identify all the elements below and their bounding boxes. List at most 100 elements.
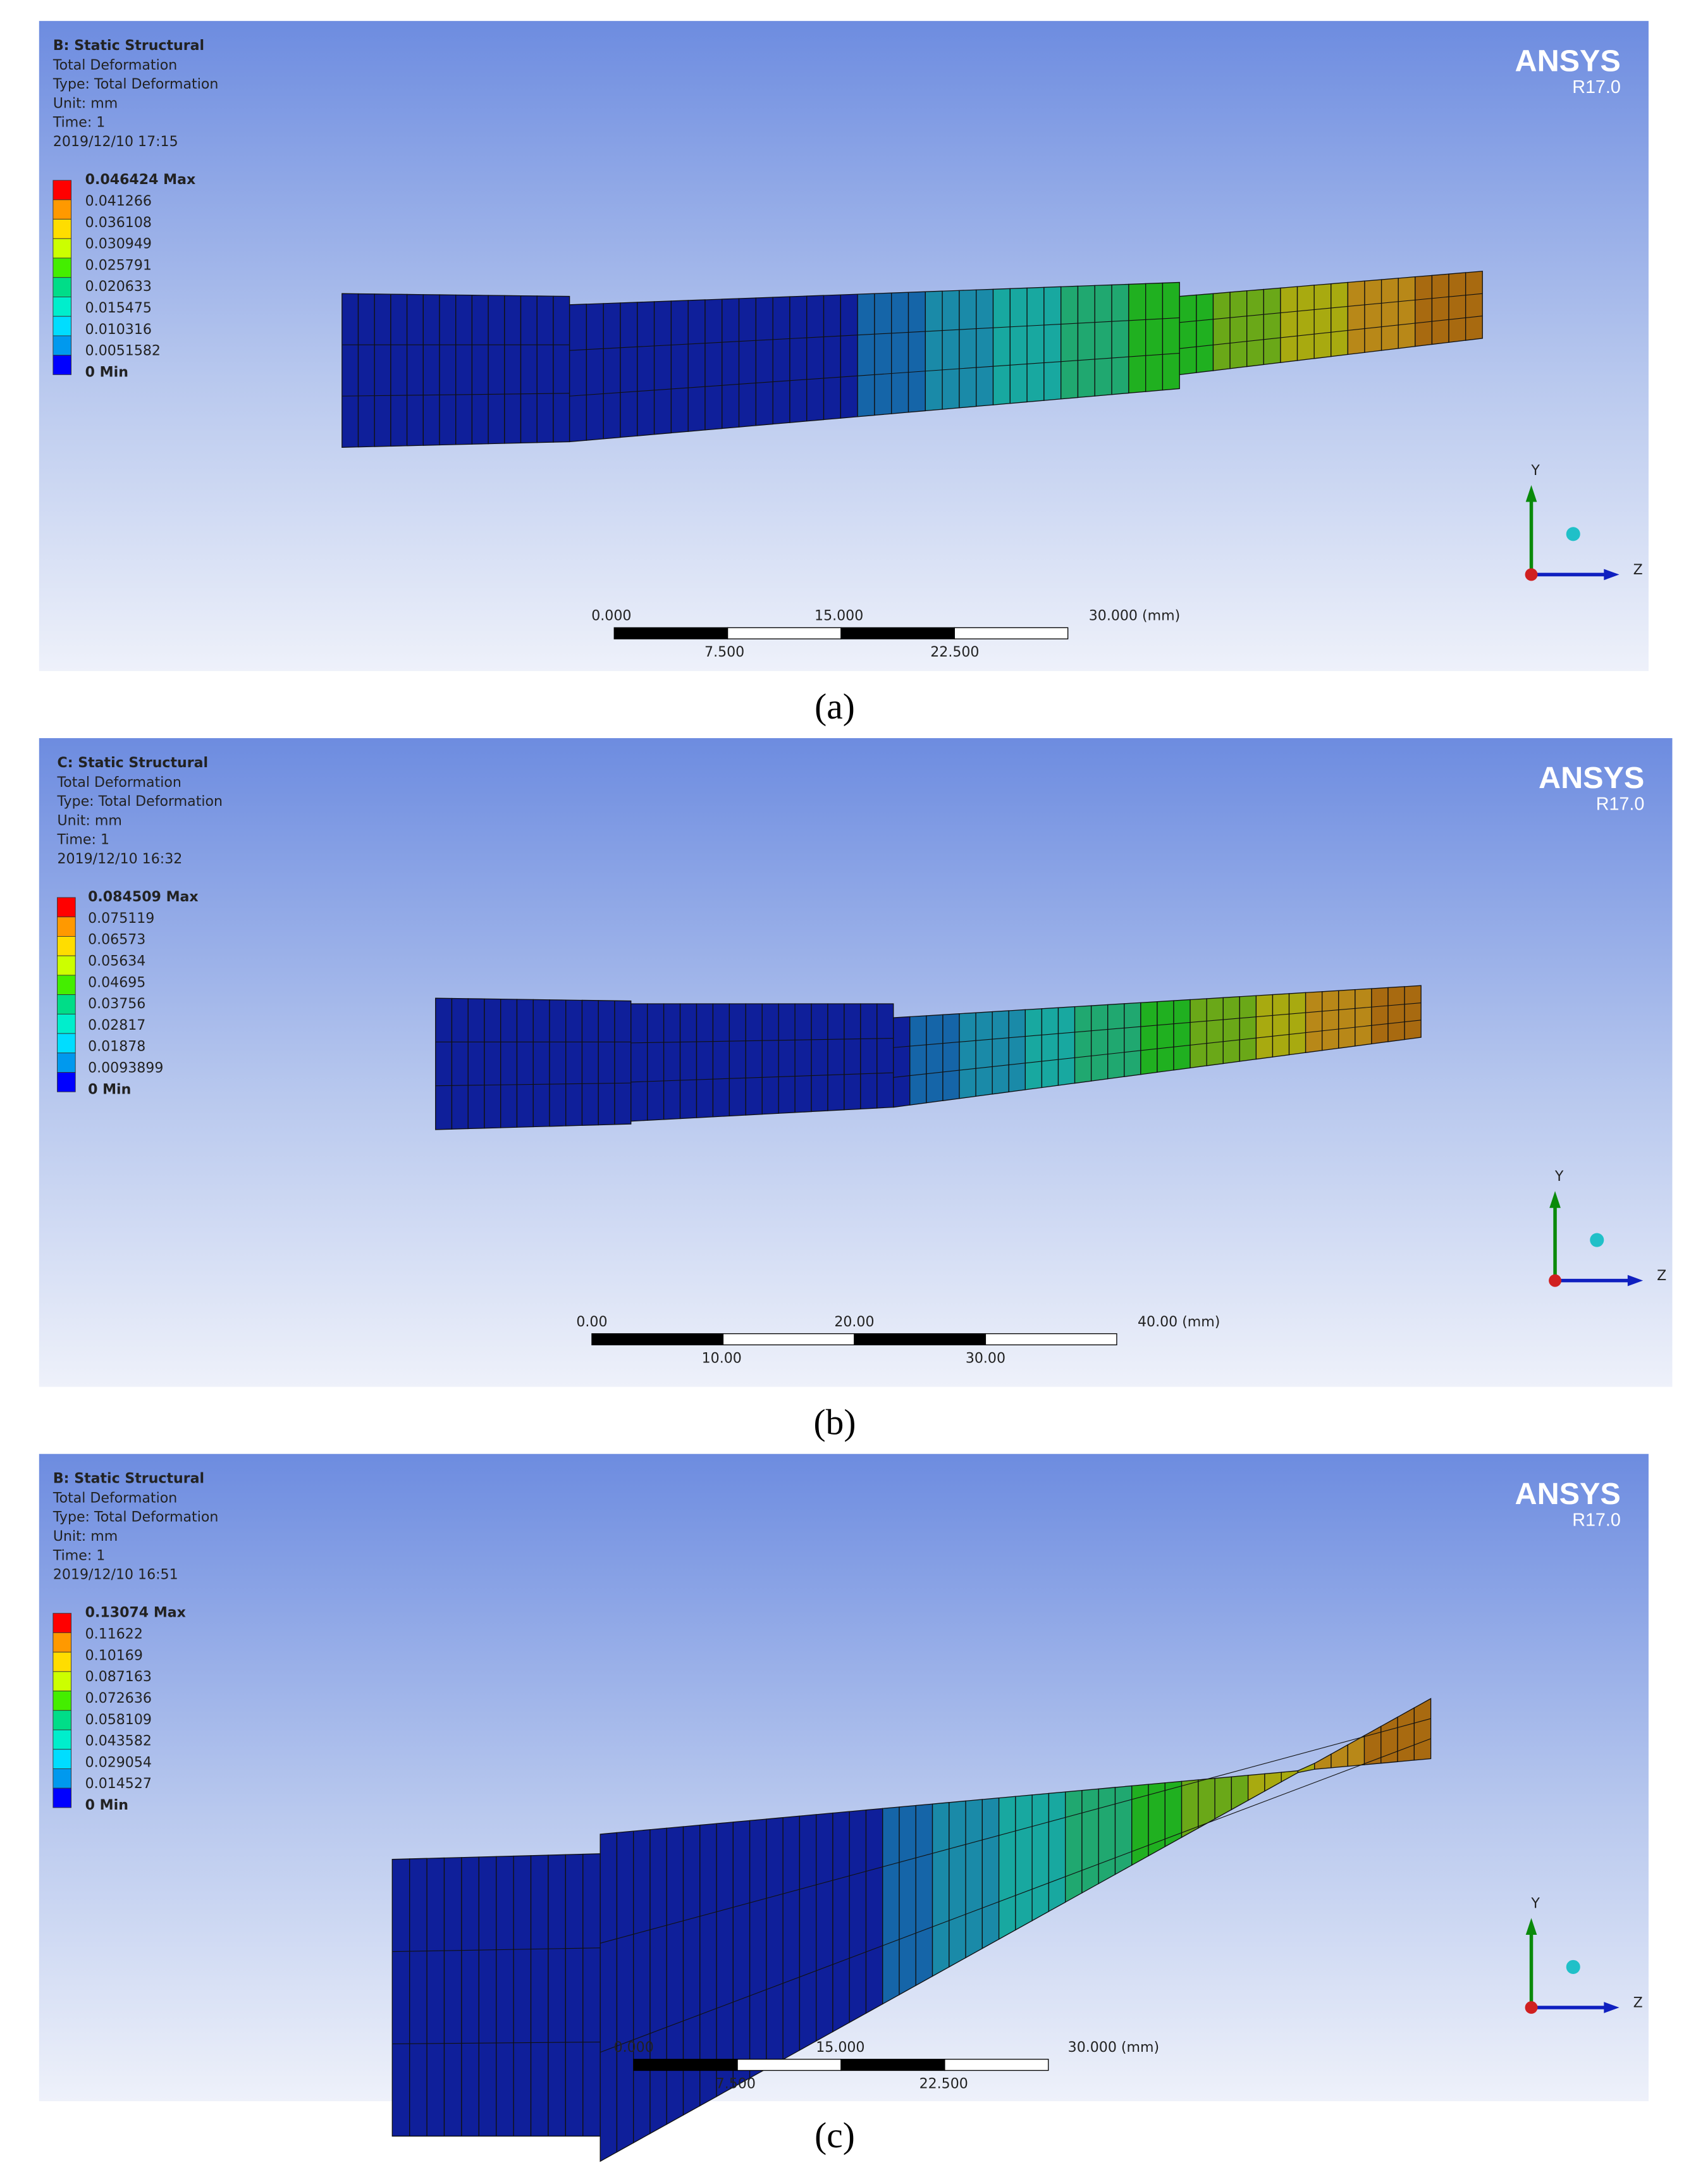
beam-element (799, 1814, 817, 2051)
beam-element (738, 297, 757, 428)
result-info: Unit: mm (53, 1529, 118, 1545)
beam-element (390, 293, 408, 447)
beam-element (548, 1854, 567, 2137)
legend-label: 0.010316 (85, 322, 152, 338)
beam-element (496, 1855, 514, 2137)
beam-element (1157, 1000, 1174, 1073)
beam-element (840, 293, 858, 419)
beam-element (1107, 1003, 1125, 1080)
beam-element (926, 1014, 944, 1104)
beam-element (1031, 1792, 1050, 1922)
ansys-logo: ANSYS (1515, 44, 1621, 78)
beam-element (1404, 985, 1422, 1040)
beam-element (874, 292, 892, 416)
legend-swatch (52, 335, 72, 356)
legend-swatch (52, 238, 72, 259)
beam-element (1181, 1779, 1199, 1839)
legend-swatch (52, 1710, 72, 1731)
beam-element (1043, 286, 1062, 401)
beam-element (616, 1830, 634, 2153)
beam-element (789, 295, 808, 423)
y-axis-head (1525, 484, 1537, 502)
beam-element (1008, 1009, 1026, 1093)
beam-element (1380, 278, 1399, 351)
beam-element (1465, 271, 1483, 341)
beam-element (1190, 998, 1207, 1069)
beam-element (1322, 990, 1339, 1051)
triad-ball (1590, 1233, 1604, 1247)
result-info: Time: 1 (52, 1548, 105, 1564)
beam-element (942, 290, 960, 410)
beam-element (549, 999, 567, 1127)
ansys-version: R17.0 (1572, 1510, 1621, 1530)
beam-element (1398, 276, 1416, 349)
caption: (a) (815, 687, 855, 727)
legend-label: 0.13074 Max (85, 1605, 186, 1621)
scale-label: 22.500 (930, 645, 979, 660)
legend-swatch (52, 316, 72, 336)
x-axis-origin (1549, 1274, 1561, 1287)
legend-label: 0.029054 (85, 1755, 152, 1770)
result-info: 2019/12/10 16:32 (58, 851, 183, 867)
legend-label: 0.03756 (88, 996, 145, 1012)
beam-element (909, 1015, 927, 1106)
beam-element (1387, 986, 1405, 1042)
scale-label: 7.500 (716, 2076, 756, 2092)
beam-element (1111, 283, 1129, 395)
result-info: Time: 1 (57, 832, 109, 848)
beam-element (1114, 1785, 1133, 1875)
triad-ball (1566, 1959, 1580, 1974)
beam-element (722, 298, 740, 429)
mesh-line (893, 1002, 1422, 1048)
result-title: B: Static Structural (53, 38, 204, 54)
beam-element (1065, 1789, 1083, 1903)
beam-element (679, 1003, 698, 1120)
beam-element (1296, 285, 1315, 361)
legend-label: 0.04695 (88, 975, 145, 990)
result-info: 2019/12/10 16:51 (53, 1567, 178, 1583)
beam-element (1098, 1787, 1116, 1885)
beam-element (806, 295, 825, 422)
result-info: Unit: mm (53, 96, 118, 111)
legend-swatch (52, 277, 72, 297)
mesh-line (392, 2041, 601, 2045)
z-axis-label: Z (1633, 562, 1643, 578)
legend-label: 0.087163 (85, 1669, 152, 1685)
result-title: B: Static Structural (53, 1471, 204, 1486)
beam-element (1206, 997, 1224, 1066)
ansys-logo: ANSYS (1515, 1477, 1621, 1511)
legend-swatch (57, 994, 76, 1015)
legend-swatch (52, 1749, 72, 1769)
scale-segment (854, 1333, 987, 1345)
mesh-line (630, 1037, 894, 1044)
beam-element (716, 1822, 734, 2097)
beam-element (663, 1003, 681, 1120)
z-axis-head (1627, 1274, 1644, 1286)
beam-element (582, 1853, 601, 2137)
scale-segment (840, 627, 955, 639)
legend-swatch (57, 1033, 76, 1054)
beam-element (1124, 1002, 1141, 1077)
beam-element (637, 301, 655, 436)
beam-element (893, 1016, 911, 1108)
y-axis-label: Y (1554, 1169, 1564, 1185)
beam-element (1198, 1777, 1215, 1829)
beam-element (992, 1010, 1009, 1095)
legend-swatch (52, 1691, 72, 1711)
ansys-logo: ANSYS (1539, 761, 1644, 795)
beam-element (443, 1857, 462, 2137)
beam-element (959, 1012, 976, 1099)
beam-element (1145, 282, 1164, 392)
beam-element (778, 1003, 796, 1114)
legend-label: 0 Min (85, 364, 128, 380)
beam-element (745, 1003, 763, 1116)
scale-segment (591, 1333, 724, 1345)
beam-element (649, 1827, 667, 2135)
beam-element (426, 1857, 445, 2137)
beam-element (1246, 288, 1264, 367)
beam-element (1313, 283, 1332, 359)
legend-label: 0.058109 (85, 1712, 152, 1728)
beam-element (451, 997, 469, 1130)
x-axis-origin (1525, 2001, 1538, 2014)
legend-swatch (57, 897, 76, 918)
